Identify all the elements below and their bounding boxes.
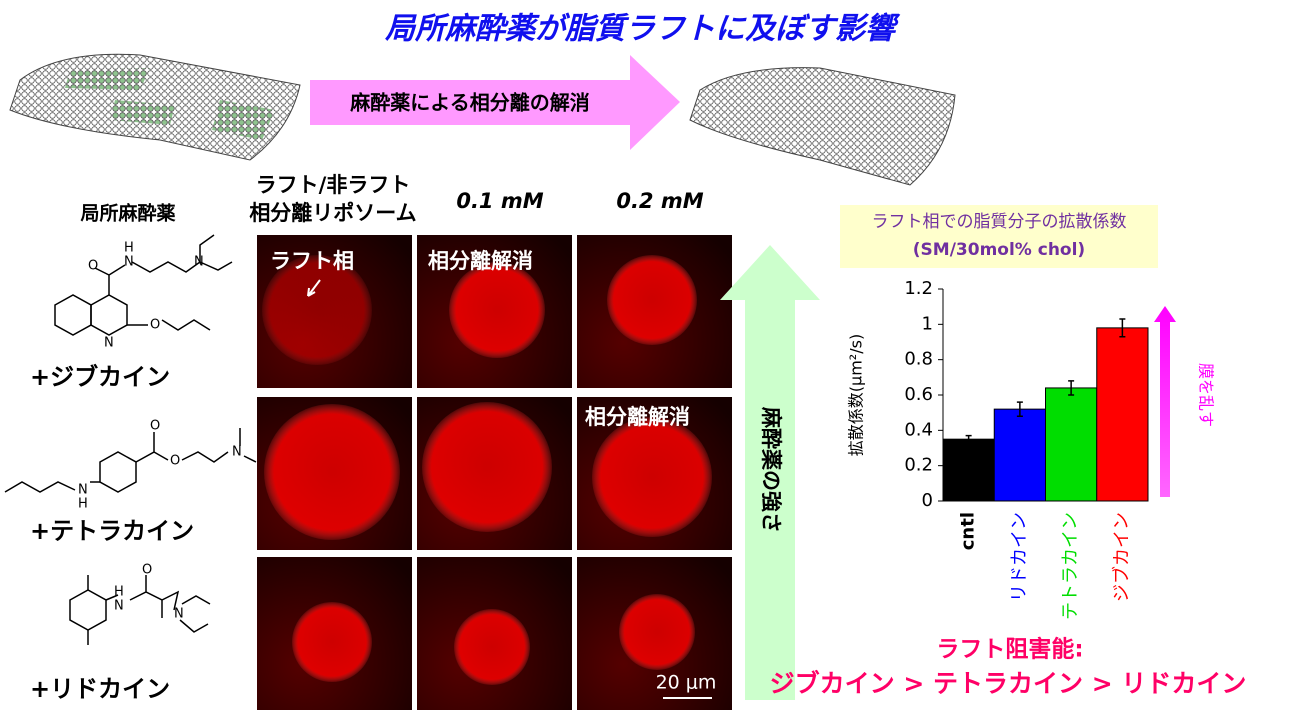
chart-title-box — [840, 205, 1158, 268]
header: 局所麻酔薬 — [80, 202, 175, 225]
header: 相分離リポソーム — [249, 201, 416, 225]
structure-lidocaine — [69, 575, 211, 645]
vesicle — [262, 255, 372, 365]
annotation: 膜を乱す — [1197, 363, 1216, 427]
y-axis-label: 拡散係数(μm²/s) — [847, 334, 866, 456]
x-tick-label: ジブカイン — [1110, 512, 1132, 602]
atom: H — [78, 497, 88, 512]
bar — [993, 408, 1046, 502]
error-bar — [1016, 401, 1023, 417]
header: 0.2 mM — [616, 189, 703, 213]
x-tick-label: テトラカイン — [1060, 512, 1081, 620]
y-tick-label: 0 — [922, 490, 933, 511]
chart-title: ラフト相での脂質分子の拡散係数 — [872, 212, 1127, 232]
vesicle — [422, 402, 552, 532]
vesicle — [592, 417, 712, 537]
micrographs — [257, 235, 732, 710]
y-tick-label: 0.2 — [904, 455, 933, 476]
header: 0.1 mM — [456, 189, 543, 213]
y-tick-label: 0.4 — [904, 419, 933, 440]
atom: N — [78, 483, 88, 498]
atom: O — [142, 563, 152, 578]
atom: N — [104, 336, 114, 351]
vesicle — [264, 404, 400, 540]
arrow-label: 麻酔薬による相分離の解消 — [349, 91, 589, 115]
y-tick-label: 0.8 — [904, 349, 933, 370]
atom: N — [232, 445, 242, 460]
x-tick-label: cntl — [958, 512, 979, 550]
conclusion-label: ラフト阻害能: — [936, 636, 1083, 663]
arrow — [310, 55, 680, 150]
chart: 0 0.2 0.4 0.6 0.8 1 1.2 cntl リドカイン テトラカイン ジブカイン — [904, 278, 1149, 620]
bar — [942, 438, 995, 502]
title: 局所麻酔薬が脂質ラフトに及ぼす影響 — [385, 12, 901, 47]
disorder-arrow — [1154, 306, 1176, 497]
vesicle — [292, 602, 372, 682]
vesicle — [607, 255, 697, 345]
bar — [1045, 387, 1098, 502]
vesicle — [454, 609, 530, 685]
atom: O — [170, 454, 180, 469]
y-tick-label: 1.2 — [904, 278, 933, 299]
row-label: +ジブカイン — [30, 363, 170, 391]
atom: N — [174, 607, 184, 622]
atom: O — [88, 259, 98, 274]
conclusion-ranking: ジブカイン > テトラカイン > リドカイン — [770, 669, 1247, 698]
atom: N — [114, 599, 124, 614]
membrane-left — [9, 53, 301, 161]
membrane-right — [689, 67, 956, 186]
header: ラフト/非ラフト — [256, 173, 411, 197]
error-bar — [1119, 318, 1126, 338]
error-bar — [965, 434, 972, 444]
atom: H — [114, 585, 124, 600]
row-label: +テトラカイン — [30, 517, 194, 545]
row-label: +リドカイン — [30, 675, 170, 703]
pointer — [307, 279, 321, 297]
vesicle — [449, 262, 545, 358]
strength-arrow — [720, 245, 820, 700]
vesicle — [619, 594, 695, 670]
structure-tetracaine — [4, 428, 257, 493]
bar — [1096, 327, 1149, 502]
x-tick-label: リドカイン — [1009, 512, 1030, 602]
image-label: ラフト相 — [270, 249, 354, 273]
atom: H — [124, 241, 134, 256]
atom: N — [124, 255, 134, 270]
atom: O — [150, 318, 160, 333]
image-label: 相分離解消 — [428, 249, 533, 273]
chart-subtitle: (SM/30mol% chol) — [913, 240, 1085, 260]
scale-label: 20 μm — [656, 672, 717, 694]
atom: O — [150, 419, 160, 434]
y-tick-label: 1 — [922, 313, 933, 334]
strength-label: 麻酔薬の強さ — [759, 406, 783, 533]
y-tick-label: 0.6 — [904, 384, 933, 405]
structure-dibucaine — [54, 234, 233, 336]
image-label: 相分離解消 — [585, 405, 690, 429]
atom: N — [194, 255, 204, 270]
error-bar — [1068, 380, 1075, 396]
